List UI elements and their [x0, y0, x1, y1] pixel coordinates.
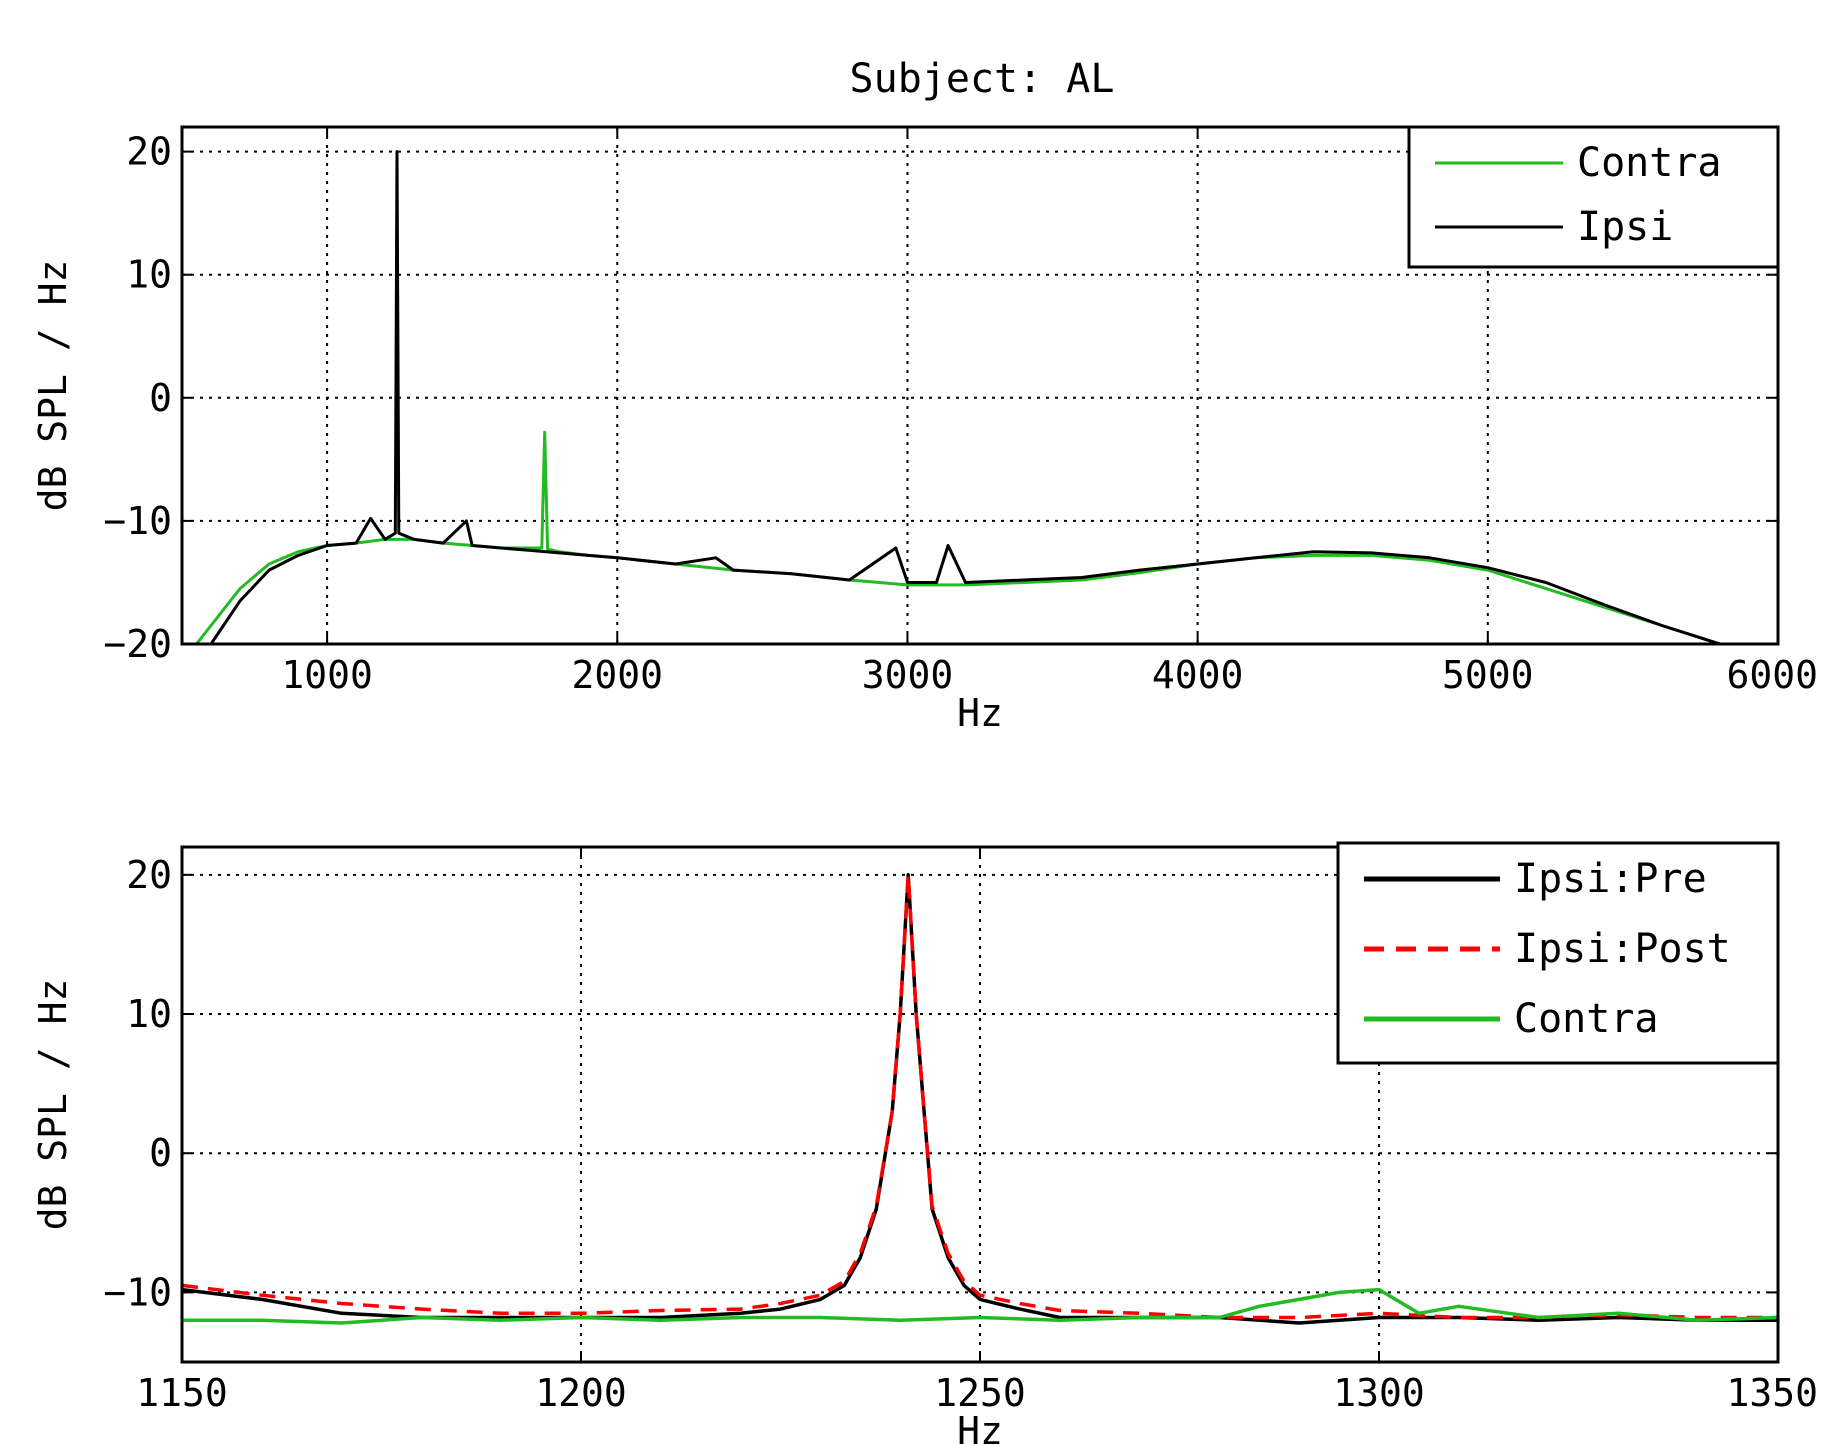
x-tick-label: 1350 — [1726, 1371, 1818, 1415]
x-tick-label: 1300 — [1333, 1371, 1425, 1415]
y-tick-label: −10 — [103, 499, 172, 543]
x-tick-label: 6000 — [1726, 653, 1818, 697]
y-tick-label: 20 — [126, 130, 172, 174]
y-axis-label: dB SPL / Hz — [31, 979, 75, 1231]
zoom-chart: 1150 1200 1250 1300 1350 −10 0 10 20 Hz dB SPL / H… — [31, 841, 1818, 1445]
y-tick-label: 0 — [149, 376, 172, 420]
legend-label: Contra — [1577, 140, 1722, 186]
series-line-ipsi — [209, 150, 1721, 644]
x-tick-label: 1000 — [281, 653, 373, 697]
y-tick-label: 20 — [126, 853, 172, 897]
y-tick-label: −20 — [103, 622, 172, 666]
x-tick-label: 5000 — [1442, 653, 1534, 697]
y-tick-label: 10 — [126, 253, 172, 297]
x-axis-label: Hz — [957, 691, 1003, 735]
legend-label: Ipsi — [1577, 204, 1673, 250]
x-tick-label: 4000 — [1152, 653, 1244, 697]
legend: Ipsi:Pre Ipsi:Post Contra — [1336, 841, 1780, 1065]
legend-label: Contra — [1514, 996, 1659, 1042]
legend-label: Ipsi:Pre — [1514, 856, 1707, 902]
series-group — [182, 873, 1778, 1325]
legend-box — [1407, 125, 1780, 269]
axes-frame — [180, 125, 1780, 646]
y-tick-label: 10 — [126, 992, 172, 1036]
legend-label: Ipsi:Post — [1514, 926, 1731, 972]
overview-chart: 1000 2000 3000 4000 5000 6000 −20 −10 0 10 20 Hz dB … — [31, 125, 1818, 735]
figure-title: Subject: AL — [850, 56, 1115, 102]
y-tick-label: −10 — [103, 1270, 172, 1314]
x-tick-label: 2000 — [572, 653, 664, 697]
y-tick-label: 0 — [149, 1131, 172, 1175]
x-axis-label: Hz — [957, 1409, 1003, 1445]
x-tick-label: 1250 — [934, 1371, 1026, 1415]
x-tick-label: 3000 — [862, 653, 954, 697]
x-tick-label: 1150 — [136, 1371, 228, 1415]
x-tick-label: 1200 — [535, 1371, 627, 1415]
legend: Contra Ipsi — [1407, 125, 1780, 269]
series-line-ipsi-post — [182, 873, 1778, 1320]
series-line-contra — [182, 1287, 1778, 1325]
series-group — [195, 150, 1721, 644]
y-axis-label: dB SPL / Hz — [31, 260, 75, 512]
